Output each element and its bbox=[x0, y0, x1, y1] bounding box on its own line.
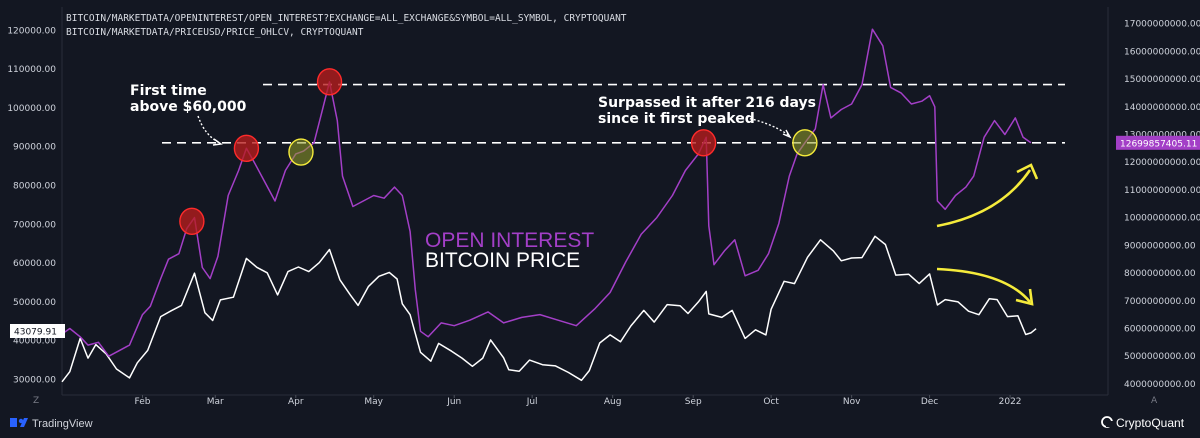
bitcoin-price-line bbox=[61, 235, 1037, 383]
price-current-label: 43079.91 bbox=[14, 328, 57, 338]
left-tick-label: 60000.00 bbox=[13, 259, 56, 269]
x-tick-label: Jun bbox=[446, 397, 461, 407]
tradingview-label[interactable]: TradingView bbox=[32, 418, 93, 430]
price-current-badge bbox=[10, 324, 65, 338]
annotation-surpassed-arrowhead bbox=[782, 129, 792, 139]
right-tick-label: 16000000000.00 bbox=[1124, 47, 1200, 57]
left-tick-label: 50000.00 bbox=[13, 298, 56, 308]
cryptoquant-label[interactable]: CryptoQuant bbox=[1116, 416, 1185, 430]
trend-arrow-down-head bbox=[1015, 288, 1034, 306]
left-axis: 120000.00 110000.00 100000.00 90000.00 80000… bbox=[7, 26, 56, 385]
x-tick-label: May bbox=[364, 397, 383, 407]
right-tick-label: 13000000000.00 bbox=[1124, 130, 1200, 140]
series-layer bbox=[61, 28, 1037, 383]
left-tick-label: 120000.00 bbox=[7, 26, 56, 36]
header-line-1: BITCOIN/MARKETDATA/OPENINTEREST/OPEN_INT… bbox=[66, 13, 627, 24]
x-axis: Feb Mar Apr May Jun Jul Aug Sep Oct Nov Dec 2022 bbox=[135, 395, 1022, 407]
tradingview-logo-icon bbox=[10, 418, 28, 427]
x-tick-label: Jul bbox=[526, 397, 538, 407]
x-tick-label: Feb bbox=[135, 397, 151, 407]
trend-arrow-up-head bbox=[1016, 163, 1039, 180]
open-interest-line bbox=[61, 28, 1032, 357]
left-tick-label: 100000.00 bbox=[7, 104, 56, 114]
oi-current-label: 12699857405.11 bbox=[1120, 139, 1197, 149]
left-tick-label: 90000.00 bbox=[13, 143, 56, 153]
cryptoquant-logo-icon bbox=[1101, 416, 1113, 428]
right-tick-label: 14000000000.00 bbox=[1124, 103, 1200, 113]
right-axis: 17000000000.00 16000000000.00 15000000000.… bbox=[1124, 20, 1200, 390]
right-tick-label: 4000000000.00 bbox=[1124, 380, 1196, 390]
annotation-surpassed-arrow bbox=[741, 116, 791, 137]
x-tick-label: Aug bbox=[604, 397, 622, 407]
red-highlight-marker bbox=[179, 207, 205, 236]
annotation-surpassed-line-1: Surpassed it after 216 days bbox=[598, 95, 816, 111]
reference-lines bbox=[162, 83, 1065, 144]
annotation-first-arrowhead bbox=[212, 138, 223, 146]
left-tick-label: 80000.00 bbox=[13, 181, 56, 191]
legend-open-interest: OPEN INTEREST bbox=[425, 229, 594, 252]
header-line-2: BITCOIN/MARKETDATA/PRICEUSD/PRICE_OHLCV,… bbox=[66, 27, 364, 38]
annotation-first-line-2: above $60,000 bbox=[130, 99, 247, 115]
left-tick-label: 110000.00 bbox=[7, 65, 56, 75]
right-tick-label: 17000000000.00 bbox=[1124, 20, 1200, 30]
trend-arrow-up bbox=[936, 169, 1032, 228]
red-highlight-marker bbox=[690, 129, 717, 157]
x-tick-label: Mar bbox=[207, 397, 224, 407]
trend-arrow-down bbox=[936, 267, 1031, 303]
left-tick-label: 30000.00 bbox=[13, 375, 56, 385]
right-tick-label: 15000000000.00 bbox=[1124, 75, 1200, 85]
left-tick-label: 40000.00 bbox=[13, 337, 56, 347]
right-tick-label: 8000000000.00 bbox=[1124, 269, 1196, 279]
right-tick-label: 5000000000.00 bbox=[1124, 352, 1196, 362]
x-tick-label: 2022 bbox=[999, 397, 1022, 407]
x-tick-label: Nov bbox=[843, 397, 861, 407]
corner-right-label[interactable]: A bbox=[1151, 396, 1158, 406]
red-highlight-marker bbox=[316, 68, 343, 96]
corner-left-label[interactable]: Z bbox=[33, 396, 39, 406]
right-tick-label: 9000000000.00 bbox=[1124, 241, 1196, 251]
left-tick-label: 70000.00 bbox=[13, 220, 56, 230]
right-tick-label: 6000000000.00 bbox=[1124, 324, 1196, 334]
x-tick-label: Apr bbox=[288, 397, 304, 407]
yellow-highlight-marker bbox=[288, 138, 314, 166]
right-tick-label: 11000000000.00 bbox=[1124, 186, 1200, 196]
annotation-surpassed-line-2: since it first peaked bbox=[598, 111, 755, 127]
right-tick-label: 7000000000.00 bbox=[1124, 297, 1196, 307]
x-tick-label: Dec bbox=[921, 397, 938, 407]
yellow-highlight-marker bbox=[792, 129, 818, 157]
marker-layer bbox=[179, 68, 818, 236]
oi-current-badge bbox=[1116, 135, 1200, 150]
legend-bitcoin-price: BITCOIN PRICE bbox=[425, 249, 580, 272]
x-tick-label: Oct bbox=[763, 397, 779, 407]
annotation-first-line-1: First time bbox=[130, 83, 207, 99]
x-tick-label: Sep bbox=[685, 397, 702, 407]
right-tick-label: 10000000000.00 bbox=[1124, 214, 1200, 224]
red-highlight-marker bbox=[233, 134, 260, 163]
right-tick-label: 12000000000.00 bbox=[1124, 158, 1200, 168]
